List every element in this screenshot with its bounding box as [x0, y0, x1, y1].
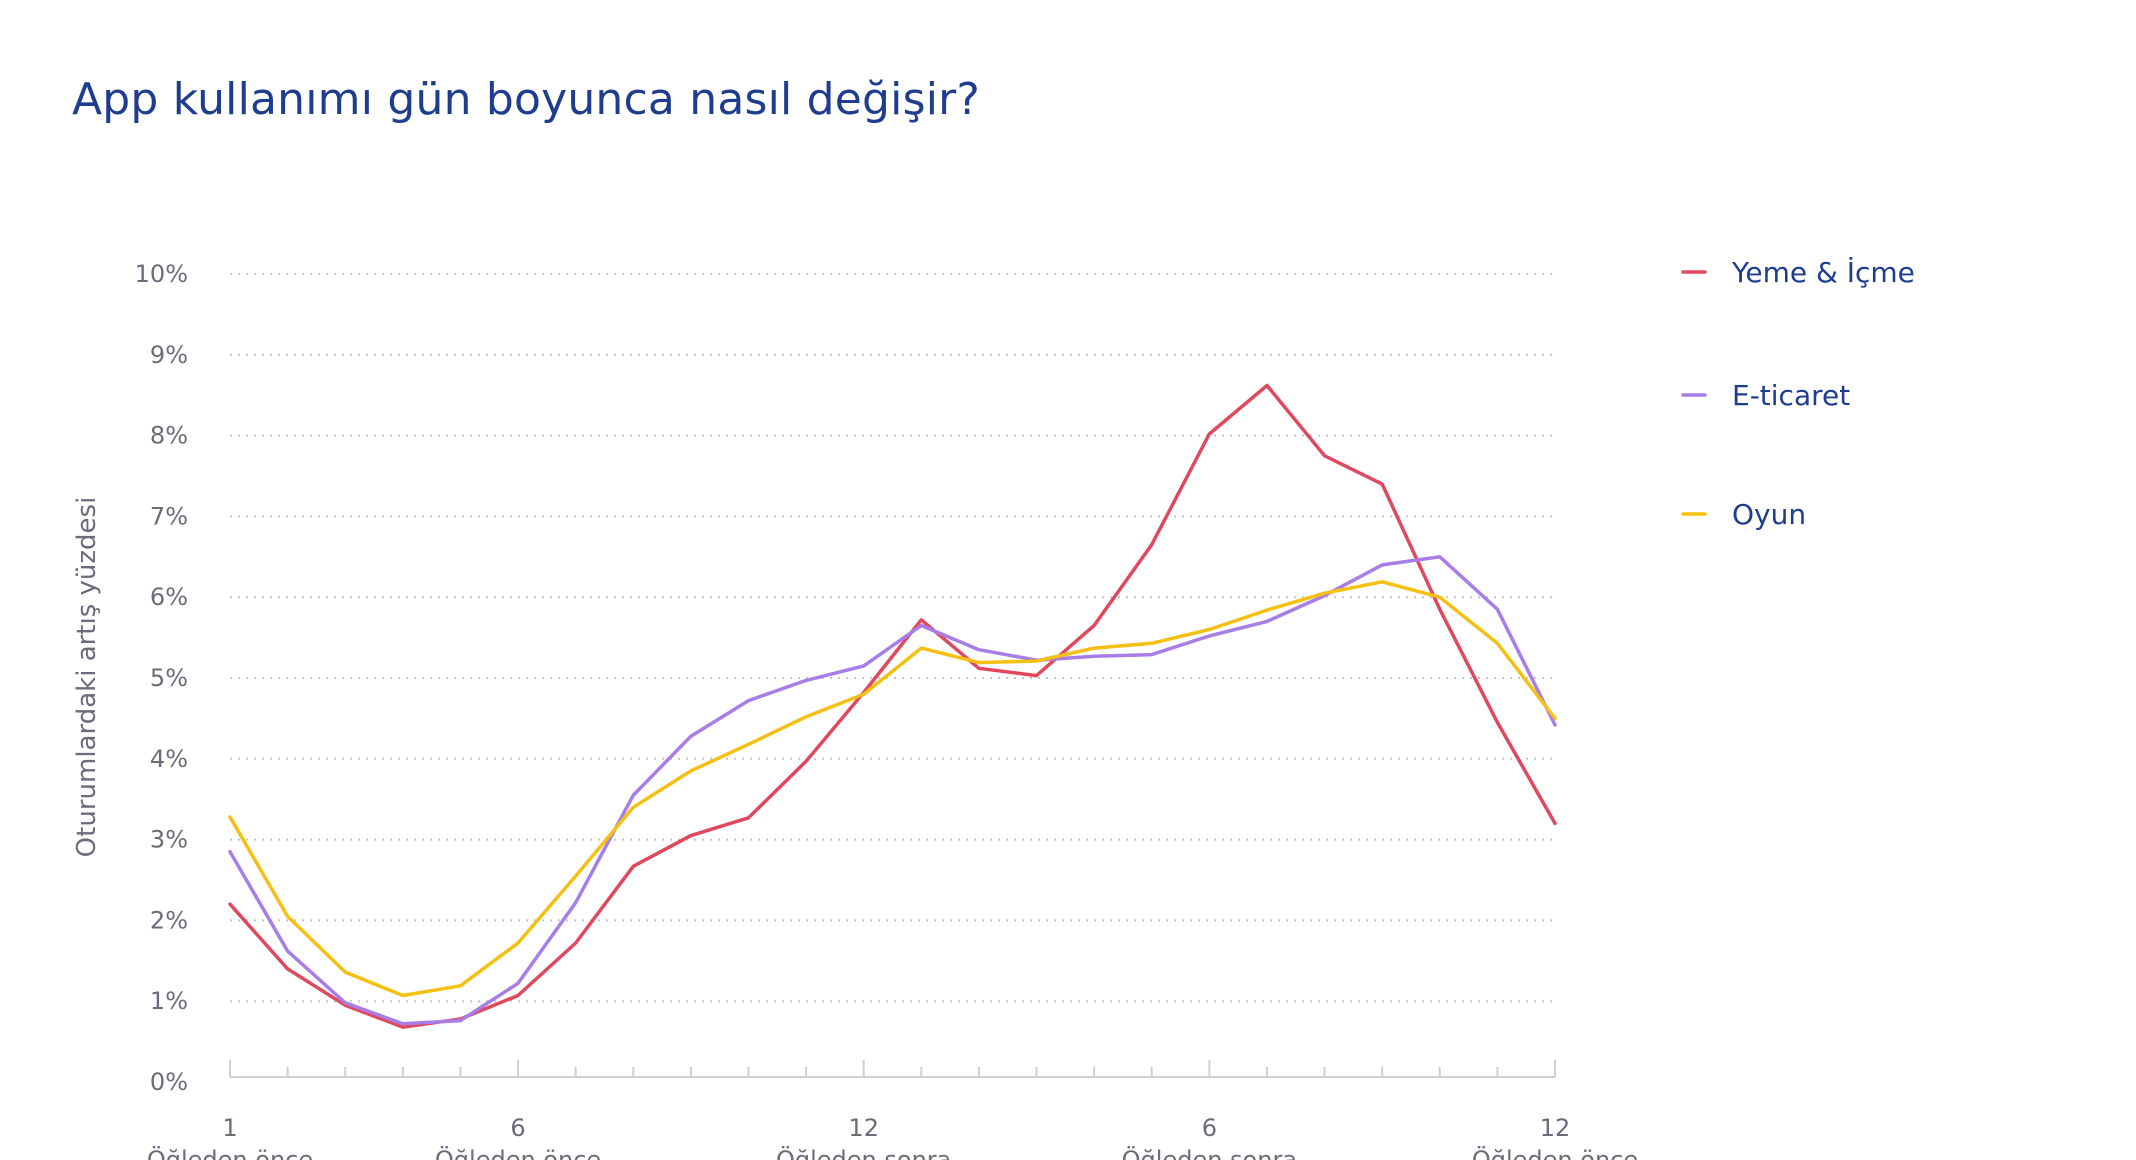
x-tick-label: 12 [848, 1114, 879, 1142]
y-tick-label: 6% [150, 583, 188, 611]
y-tick-label: 0% [150, 1068, 188, 1096]
gridlines [230, 273, 1555, 1003]
series-lines [228, 383, 1557, 1029]
x-tick-label: 12 [1540, 1114, 1571, 1142]
legend-label: E-ticaret [1732, 379, 1850, 412]
y-tick-label: 8% [150, 422, 188, 450]
y-tick-label: 9% [150, 341, 188, 369]
x-tick-period-label: Öğleden önce [435, 1145, 601, 1160]
legend: Yeme & İçme E-ticaret Oyun [1681, 256, 1915, 531]
x-tick-period-label: Öğleden önce [1472, 1145, 1638, 1160]
series-line [228, 383, 1557, 1029]
x-tick-label: 6 [1202, 1114, 1217, 1142]
series-line [228, 580, 1557, 998]
x-tick-label: 1 [222, 1114, 237, 1142]
y-tick-label: 4% [150, 745, 188, 773]
legend-label: Oyun [1732, 498, 1806, 531]
x-tick-period-label: Öğleden önce [147, 1145, 313, 1160]
x-tick-period-label: Öğleden sonra [1122, 1145, 1297, 1160]
y-tick-label: 7% [150, 502, 188, 530]
y-tick-label: 10% [135, 260, 188, 288]
legend-label: Yeme & İçme [1731, 256, 1915, 289]
page-title: App kullanımı gün boyunca nasıl değişir? [72, 74, 981, 125]
x-tick-period-label: Öğleden sonra [776, 1145, 951, 1160]
series-line [228, 555, 1557, 1026]
y-tick-label: 2% [150, 906, 188, 934]
y-axis-ticks: 0% 1% 2% 3% 4% 5% 6% 7% 8% 9% 10% [135, 260, 188, 1096]
y-tick-label: 1% [150, 987, 188, 1015]
y-tick-label: 5% [150, 664, 188, 692]
y-axis-title: Oturumlardaki artış yüzdesi [72, 497, 102, 858]
x-axis: 1 Öğleden önce 6 Öğleden önce 12 Öğleden sonr… [147, 1060, 1638, 1160]
x-tick-label: 6 [510, 1114, 525, 1142]
y-tick-label: 3% [150, 826, 188, 854]
